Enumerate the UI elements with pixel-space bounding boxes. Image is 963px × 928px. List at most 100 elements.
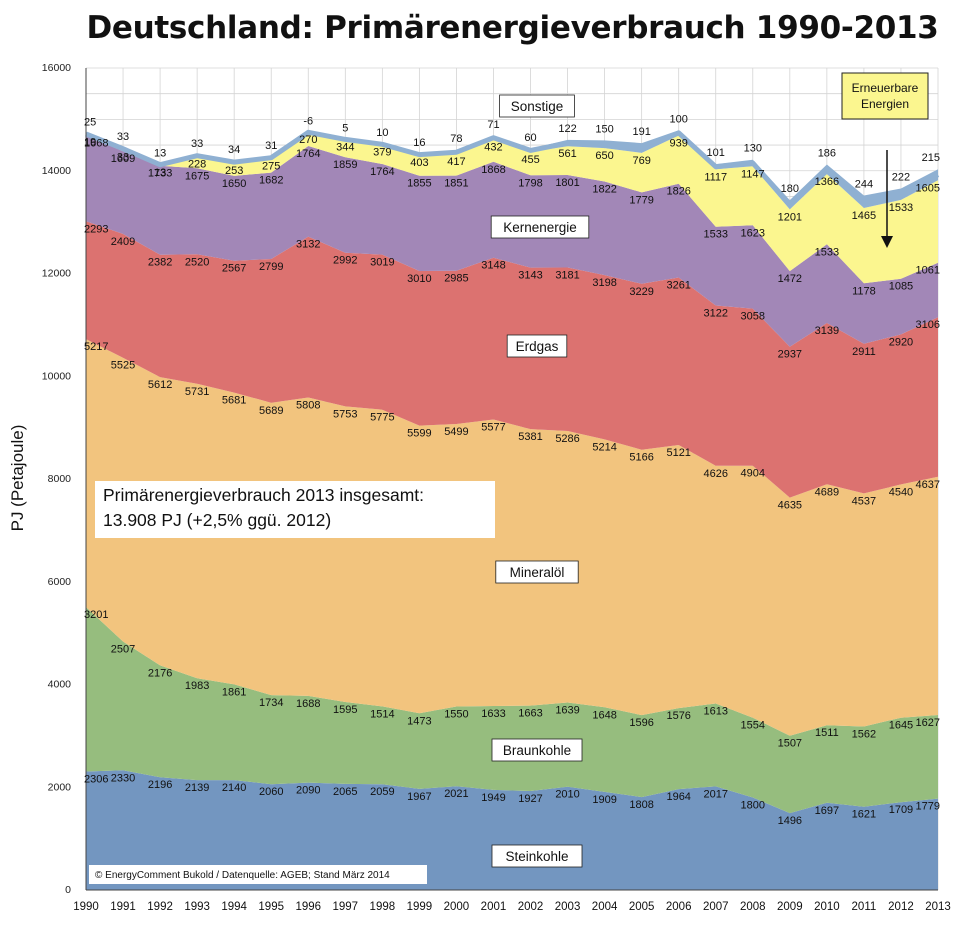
data-label-braunkohle: 1633 [481, 708, 505, 720]
data-label-erneuerbare-energien: 270 [299, 134, 317, 146]
series-label-kernenergie: Kernenergie [490, 215, 590, 239]
data-label-kernenergie: 1472 [778, 273, 802, 285]
data-label-steinkohle: 2330 [111, 772, 135, 784]
data-label-braunkohle: 1562 [852, 728, 876, 740]
summary-box: Primärenergieverbrauch 2013 insgesamt: 1… [95, 481, 495, 538]
series-label-box [495, 560, 579, 584]
callout-text: Energien [861, 97, 909, 111]
summary-line-1: Primärenergieverbrauch 2013 insgesamt: [103, 485, 424, 505]
data-label-erdgas: 2992 [333, 255, 357, 267]
area-steinkohle [86, 770, 938, 890]
source-note-text: © EnergyComment Bukold / Datenquelle: AG… [95, 870, 390, 881]
data-label-erdgas: 2520 [185, 256, 209, 268]
data-label-steinkohle: 1697 [815, 805, 839, 817]
data-label-erdgas: 2920 [889, 336, 913, 348]
data-label-erdgas: 2567 [222, 263, 246, 275]
data-label-erdgas: 3058 [741, 311, 765, 323]
data-label-erneuerbare-energien: 13 [154, 167, 166, 179]
sonstige-band-line [85, 129, 940, 208]
data-label-erdgas: 2382 [148, 257, 172, 269]
data-label-braunkohle: 1511 [815, 727, 839, 739]
data-label-kernenergie: 1868 [481, 164, 505, 176]
data-label-erneuerbare-energien: 650 [595, 150, 613, 162]
data-label-braunkohle: 1514 [370, 708, 394, 720]
value-labels: 2306 2330 2196 2139 2140 2060 2090 2065 2059 1967… [84, 113, 940, 827]
data-label-braunkohle: 1648 [592, 709, 616, 721]
data-label-sonstige: 186 [818, 148, 836, 160]
series-label-text: Braunkohle [503, 743, 571, 758]
data-label-sonstige: 34 [228, 144, 240, 156]
area-erdgas [86, 221, 938, 498]
y-tick-label: 8000 [48, 473, 72, 485]
data-label-erneuerbare-energien: 403 [410, 157, 428, 169]
x-tick-label: 2006 [666, 901, 692, 913]
data-label-steinkohle: 1779 [916, 801, 940, 813]
series-label-text: Sonstige [511, 99, 564, 114]
x-tick-label: 1991 [110, 901, 136, 913]
data-label-erneuerbare-energien: 769 [632, 155, 650, 167]
data-label-steinkohle: 1927 [518, 793, 542, 805]
callout-erneuerbare: Erneuerbare Energien [841, 72, 929, 248]
data-label-mineraloel: 5525 [111, 360, 135, 372]
x-tick-label: 2003 [555, 901, 581, 913]
data-label-erneuerbare-energien: 939 [670, 137, 688, 149]
summary-line-2: 13.908 PJ (+2,5% ggü. 2012) [103, 510, 332, 530]
data-label-kernenergie: 1733 [148, 168, 172, 180]
data-label-erneuerbare-energien: 1366 [815, 176, 839, 188]
data-label-steinkohle: 1967 [407, 791, 431, 803]
data-label-erneuerbare-energien: 228 [188, 159, 206, 171]
axes: 0200040006000800010000120001400016000199… [42, 62, 951, 913]
data-label-mineraloel: 5121 [666, 447, 690, 459]
data-label-sonstige: 60 [524, 132, 536, 144]
data-label-steinkohle: 1709 [889, 804, 913, 816]
data-label-sonstige: 100 [670, 113, 688, 125]
data-label-kernenergie: 1798 [518, 177, 542, 189]
series-label-box [491, 844, 583, 868]
data-label-braunkohle: 1595 [333, 704, 357, 716]
data-label-braunkohle: 1473 [407, 715, 431, 727]
data-label-mineraloel: 5499 [444, 426, 468, 438]
data-label-erdgas: 3261 [666, 280, 690, 292]
y-tick-label: 2000 [48, 781, 72, 793]
series-label-text: Steinkohle [505, 849, 568, 864]
data-label-braunkohle: 1734 [259, 697, 283, 709]
data-label-mineraloel: 4689 [815, 486, 839, 498]
x-tick-label: 1990 [73, 901, 99, 913]
data-label-steinkohle: 2065 [333, 786, 357, 798]
data-label-steinkohle: 1800 [741, 800, 765, 812]
data-label-sonstige: 25 [84, 116, 96, 128]
series-label-box [491, 738, 583, 762]
data-label-erneuerbare-energien: 417 [447, 156, 465, 168]
data-label-kernenergie: 1855 [407, 178, 431, 190]
data-label-sonstige: 16 [413, 137, 425, 149]
data-label-erneuerbare-energien: 379 [373, 147, 391, 159]
data-label-mineraloel: 5214 [592, 441, 616, 453]
data-label-sonstige: 10 [376, 127, 388, 139]
y-tick-label: 4000 [48, 679, 72, 691]
data-label-mineraloel: 5681 [222, 395, 246, 407]
data-label-mineraloel: 5775 [370, 412, 394, 424]
x-tick-label: 2011 [852, 901, 877, 913]
data-label-braunkohle: 2507 [111, 643, 135, 655]
data-label-kernenergie: 1533 [703, 229, 727, 241]
data-label-erdgas: 3122 [703, 307, 727, 319]
data-label-kernenergie: 1859 [333, 159, 357, 171]
data-label-braunkohle: 1861 [222, 686, 246, 698]
data-label-erdgas: 3198 [592, 277, 616, 289]
data-label-kernenergie: 1178 [852, 285, 876, 297]
data-label-braunkohle: 1596 [629, 717, 653, 729]
data-label-erneuerbare-energien: 432 [484, 142, 502, 154]
x-tick-label: 1993 [184, 901, 210, 913]
series-label-text: Kernenergie [503, 220, 577, 235]
data-label-kernenergie: 1085 [889, 281, 913, 293]
series-label-erdgas: Erdgas [506, 334, 568, 358]
x-tick-label: 2000 [444, 901, 470, 913]
area-erneuerbare-energien [86, 132, 938, 284]
series-label-box [499, 94, 575, 118]
data-label-erneuerbare-energien: 1201 [778, 211, 802, 223]
series-label-sonstige: Sonstige [499, 94, 575, 118]
data-label-mineraloel: 4540 [889, 486, 913, 498]
data-label-erneuerbare-energien: 1533 [889, 202, 913, 214]
area-layer [85, 129, 940, 890]
data-label-steinkohle: 1949 [481, 792, 505, 804]
